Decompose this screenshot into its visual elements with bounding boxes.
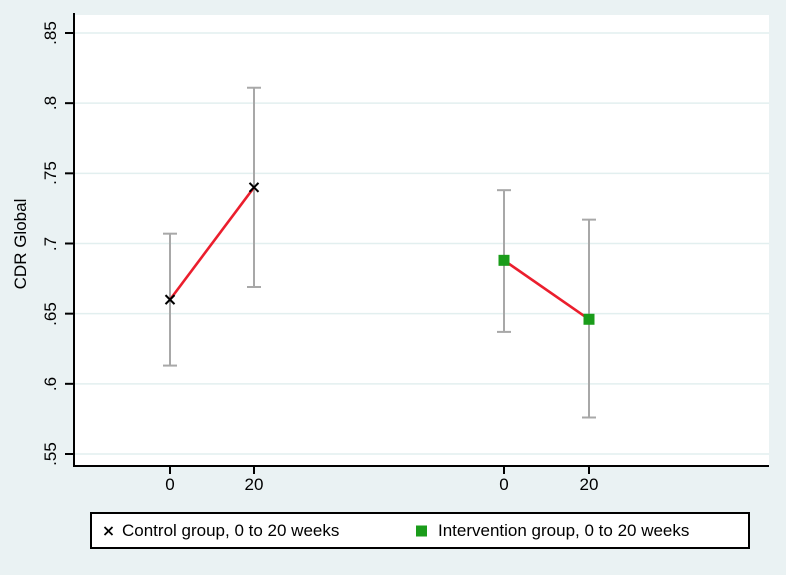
x-tick-label: 20 (579, 475, 599, 494)
x-tick-label: 0 (165, 475, 175, 494)
legend: Control group, 0 to 20 weeks Interventio… (90, 512, 750, 549)
y-tick-label: .55 (41, 442, 60, 466)
legend-label-intervention: Intervention group, 0 to 20 weeks (438, 520, 690, 540)
y-tick-label: .6 (41, 376, 60, 392)
y-tick-label: .8 (41, 95, 60, 111)
y-tick-label: .75 (41, 161, 60, 185)
y-tick-label: .65 (41, 302, 60, 326)
y-tick-label: .85 (41, 21, 60, 45)
legend-label-control: Control group, 0 to 20 weeks (122, 520, 340, 540)
square-marker-icon (416, 525, 427, 536)
y-tick-label: .7 (41, 236, 60, 252)
y-axis-title: CDR Global (11, 198, 30, 290)
x-marker-icon (103, 525, 114, 536)
x-tick-label: 0 (499, 475, 509, 494)
x-tick-label: 20 (244, 475, 264, 494)
